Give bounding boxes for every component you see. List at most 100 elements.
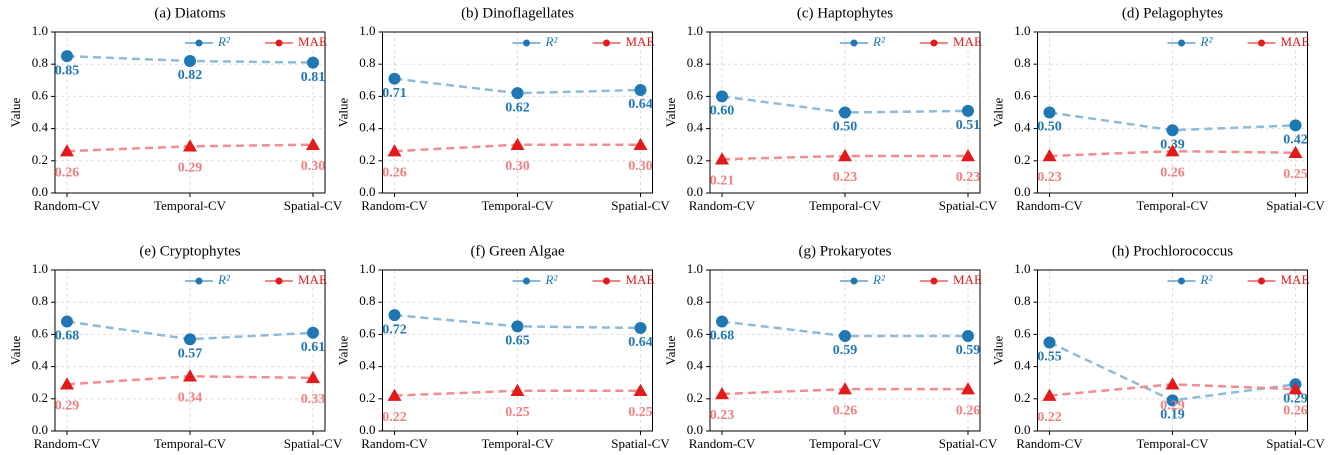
data-label: 0.62: [505, 100, 530, 115]
marker: [1166, 124, 1179, 137]
y-tick-label: 0.2: [1014, 390, 1030, 405]
data-label: 0.21: [710, 173, 735, 188]
marker: [388, 72, 401, 85]
legend-label: R²: [1200, 272, 1214, 287]
y-tick-label: 0.4: [32, 120, 49, 135]
data-label: 0.26: [956, 403, 981, 418]
x-tick-label: Temporal-CV: [481, 436, 554, 451]
data-label: 0.26: [55, 165, 80, 180]
y-tick-label: 1.0: [1014, 261, 1030, 276]
x-tick-label: Spatial-CV: [1266, 436, 1325, 451]
subplot-title: (g) Prokaryotes: [799, 243, 892, 259]
data-label: 0.26: [833, 403, 858, 418]
y-axis-label: Value: [8, 335, 23, 365]
y-tick-label: 0.8: [32, 55, 48, 70]
y-tick-label: 0.2: [1014, 152, 1030, 167]
marker: [306, 137, 320, 150]
y-tick-label: 0.6: [359, 325, 376, 340]
subplot-title: (c) Haptophytes: [797, 5, 893, 21]
x-tick-label: Random-CV: [34, 198, 101, 213]
legend-label: R²: [545, 34, 559, 49]
legend-marker: [850, 39, 858, 47]
y-tick-label: 1.0: [1014, 23, 1030, 38]
marker: [1288, 382, 1303, 395]
y-tick-label: 0.8: [687, 55, 703, 70]
y-tick-label: 0.0: [1014, 422, 1030, 437]
data-label: 0.57: [178, 346, 203, 361]
legend-label: R²: [217, 34, 231, 49]
x-tick-label: Random-CV: [361, 436, 428, 451]
marker: [961, 148, 975, 162]
marker: [510, 137, 525, 150]
y-tick-label: 0.2: [32, 390, 48, 405]
x-tick-label: Random-CV: [1016, 436, 1083, 451]
subplot-title: (h) Prochlorococcus: [1112, 243, 1233, 259]
data-label: 0.22: [1037, 410, 1062, 425]
data-label: 0.23: [710, 408, 735, 423]
x-tick-label: Temporal-CV: [809, 198, 882, 213]
axes-frame: [1037, 269, 1308, 432]
data-label: 0.26: [1160, 165, 1185, 180]
marker: [962, 330, 974, 343]
x-tick-label: Random-CV: [689, 436, 756, 451]
y-axis-label: Value: [8, 97, 23, 127]
marker: [715, 152, 729, 165]
y-tick-label: 0.4: [359, 358, 376, 373]
data-label: 0.26: [382, 165, 407, 180]
axes-frame: [382, 31, 653, 194]
data-label: 0.72: [382, 322, 407, 337]
y-tick-label: 0.4: [687, 120, 704, 135]
legend-label: MAE: [1281, 34, 1310, 49]
y-axis-label: Value: [663, 335, 678, 365]
legend-label: R²: [872, 272, 886, 287]
x-tick-label: Spatial-CV: [611, 436, 670, 451]
marker: [715, 386, 729, 400]
marker: [839, 330, 851, 343]
data-label: 0.25: [505, 405, 530, 420]
legend-marker: [1258, 277, 1265, 285]
legend-marker: [603, 39, 610, 47]
y-tick-label: 0.8: [1014, 293, 1030, 308]
marker: [1042, 388, 1057, 401]
data-label: 0.50: [1037, 120, 1062, 135]
legend-label: MAE: [298, 34, 327, 49]
legend-label: MAE: [1281, 272, 1310, 287]
x-tick-label: Spatial-CV: [939, 198, 998, 213]
y-tick-label: 0.2: [359, 390, 375, 405]
legend-marker: [523, 277, 530, 285]
legend-label: MAE: [953, 34, 982, 49]
legend-marker: [523, 39, 530, 47]
y-tick-label: 0.8: [359, 55, 375, 70]
data-label: 0.23: [1037, 170, 1062, 185]
legend-marker: [1178, 39, 1185, 47]
legend-marker: [850, 277, 858, 285]
legend-label: R²: [1200, 34, 1214, 49]
marker: [1042, 148, 1057, 162]
x-tick-label: Spatial-CV: [284, 436, 343, 451]
data-label: 0.82: [178, 68, 203, 83]
y-tick-label: 0.8: [1014, 55, 1030, 70]
data-label: 0.81: [301, 70, 326, 85]
marker: [633, 383, 648, 396]
marker: [307, 56, 319, 69]
legend-label: MAE: [626, 34, 655, 49]
marker: [61, 315, 73, 328]
legend-label: R²: [545, 272, 559, 287]
marker: [1166, 394, 1179, 407]
y-tick-label: 0.2: [359, 152, 375, 167]
marker: [634, 83, 647, 96]
data-label: 0.68: [55, 329, 80, 344]
marker: [60, 144, 74, 157]
legend-marker: [195, 277, 203, 285]
x-tick-label: Random-CV: [34, 436, 101, 451]
data-label: 0.29: [1283, 392, 1308, 407]
data-label: 0.30: [505, 159, 530, 174]
data-label: 0.42: [1283, 133, 1308, 148]
data-label: 0.33: [301, 392, 326, 407]
y-tick-label: 0.4: [1014, 120, 1031, 135]
marker: [511, 87, 524, 100]
marker: [961, 382, 975, 395]
axes-frame: [709, 31, 981, 194]
subplot-title: (d) Pelagophytes: [1122, 5, 1223, 21]
